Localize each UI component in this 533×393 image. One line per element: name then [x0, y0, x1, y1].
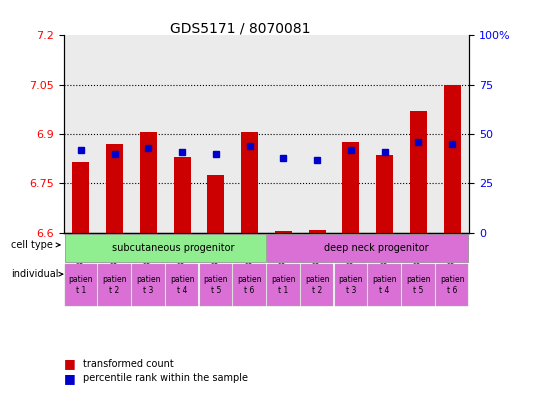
- Bar: [241, 132, 258, 233]
- Bar: [267, 234, 469, 262]
- Bar: [335, 264, 367, 306]
- Bar: [275, 231, 292, 233]
- Bar: [233, 35, 266, 233]
- Text: patien
t 1: patien t 1: [69, 275, 93, 295]
- Bar: [140, 132, 157, 233]
- Text: patien
t 3: patien t 3: [338, 275, 363, 295]
- Text: deep neck progenitor: deep neck progenitor: [324, 243, 429, 253]
- Bar: [436, 264, 469, 306]
- Text: cell type: cell type: [11, 240, 60, 250]
- Bar: [207, 175, 224, 233]
- Bar: [166, 264, 198, 306]
- Bar: [376, 155, 393, 233]
- Bar: [72, 162, 90, 233]
- Text: patien
t 4: patien t 4: [170, 275, 195, 295]
- Bar: [98, 35, 132, 233]
- Text: patien
t 3: patien t 3: [136, 275, 160, 295]
- Bar: [334, 35, 368, 233]
- Text: patien
t 6: patien t 6: [237, 275, 262, 295]
- Text: transformed count: transformed count: [83, 358, 173, 369]
- Text: patien
t 2: patien t 2: [102, 275, 127, 295]
- Text: patien
t 2: patien t 2: [305, 275, 329, 295]
- Bar: [443, 84, 461, 233]
- Bar: [64, 234, 266, 262]
- Text: subcutaneous progenitor: subcutaneous progenitor: [112, 243, 235, 253]
- Text: patien
t 1: patien t 1: [271, 275, 296, 295]
- Bar: [132, 35, 165, 233]
- Bar: [64, 264, 97, 306]
- Bar: [301, 264, 333, 306]
- Bar: [401, 35, 435, 233]
- Text: GDS5171 / 8070081: GDS5171 / 8070081: [169, 22, 310, 36]
- Bar: [132, 264, 165, 306]
- Bar: [368, 35, 401, 233]
- Bar: [106, 144, 123, 233]
- Bar: [435, 35, 469, 233]
- Bar: [402, 264, 434, 306]
- Bar: [309, 230, 326, 233]
- Text: ■: ■: [64, 357, 76, 370]
- Bar: [199, 35, 233, 233]
- Bar: [342, 142, 359, 233]
- Text: percentile rank within the sample: percentile rank within the sample: [83, 373, 248, 383]
- Bar: [267, 264, 300, 306]
- Bar: [368, 264, 401, 306]
- Bar: [266, 35, 300, 233]
- Bar: [99, 264, 131, 306]
- Bar: [174, 157, 191, 233]
- Text: individual: individual: [11, 269, 63, 279]
- Bar: [64, 35, 98, 233]
- Bar: [410, 111, 427, 233]
- Text: ■: ■: [64, 371, 76, 385]
- Text: patien
t 5: patien t 5: [204, 275, 228, 295]
- Bar: [300, 35, 334, 233]
- Bar: [200, 264, 232, 306]
- Text: patien
t 6: patien t 6: [440, 275, 464, 295]
- Text: patien
t 5: patien t 5: [406, 275, 431, 295]
- Text: patien
t 4: patien t 4: [373, 275, 397, 295]
- Bar: [165, 35, 199, 233]
- Bar: [233, 264, 266, 306]
